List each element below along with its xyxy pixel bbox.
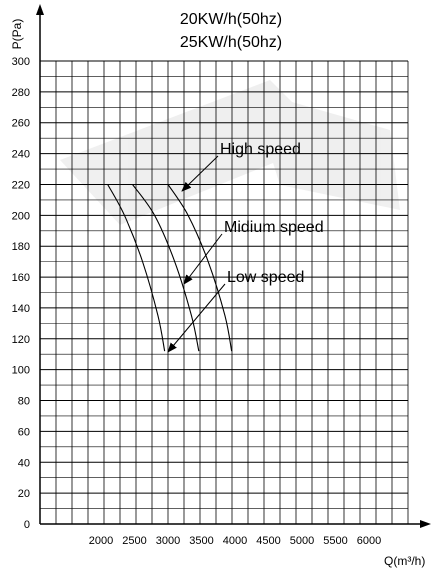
y-tick-label: 120 xyxy=(12,334,30,346)
y-tick-label: 40 xyxy=(18,457,30,469)
y-tick-label: 240 xyxy=(12,149,30,161)
y-tick-label: 220 xyxy=(12,179,30,191)
y-axis-label: P(Pa) xyxy=(10,19,24,50)
chart-title-line-1: 20KW/h(50hz) xyxy=(180,11,282,28)
y-tick-label: 0 xyxy=(24,519,30,531)
y-tick-label: 300 xyxy=(12,56,30,68)
x-tick-label: 2500 xyxy=(122,535,146,547)
curve-midium-speed xyxy=(132,184,200,352)
x-tick-label: 6000 xyxy=(357,535,381,547)
annotation-midium-speed-arrow xyxy=(183,233,223,285)
x-tick-label: 4500 xyxy=(256,535,280,547)
chart-title-line-2: 25KW/h(50hz) xyxy=(180,34,282,51)
x-tick-label: 4000 xyxy=(223,535,247,547)
y-tick-label: 140 xyxy=(12,303,30,315)
x-tick-label: 5500 xyxy=(323,535,347,547)
y-tick-label: 280 xyxy=(12,87,30,99)
x-tick-label: 3500 xyxy=(189,535,213,547)
curve-annotations: High speed Midium speed Low speed xyxy=(167,141,324,353)
speed-curves xyxy=(107,184,233,352)
grid xyxy=(39,60,409,525)
x-tick-label: 2000 xyxy=(89,535,113,547)
watermark xyxy=(60,80,400,225)
x-tick-labels: 2000 2500 3000 3500 4000 4500 5000 5500 6000 xyxy=(89,535,381,547)
y-tick-label: 160 xyxy=(12,272,30,284)
annotation-high-speed-label: High speed xyxy=(220,141,301,158)
axes xyxy=(36,4,431,528)
curve-high-speed xyxy=(167,184,233,352)
annotation-low-speed: Low speed xyxy=(167,269,304,353)
y-tick-label: 60 xyxy=(18,426,30,438)
y-tick-label: 180 xyxy=(12,241,30,253)
annotation-midium-speed-label: Midium speed xyxy=(224,219,324,236)
curve-low-speed xyxy=(107,184,166,352)
y-tick-label: 200 xyxy=(12,210,30,222)
y-tick-label: 20 xyxy=(18,488,30,500)
x-tick-label: 5000 xyxy=(290,535,314,547)
annotation-high-speed-arrow xyxy=(181,155,219,192)
annotation-midium-speed: Midium speed xyxy=(183,219,324,285)
y-tick-label: 260 xyxy=(12,118,30,130)
annotation-low-speed-arrow xyxy=(167,283,226,353)
x-axis-label: Q(m³/h) xyxy=(384,554,425,568)
x-tick-label: 3000 xyxy=(156,535,180,547)
annotation-high-speed: High speed xyxy=(181,141,301,192)
annotation-low-speed-label: Low speed xyxy=(227,269,304,286)
y-tick-label: 80 xyxy=(18,396,30,408)
y-axis-arrow xyxy=(36,4,44,15)
x-axis-arrow xyxy=(420,520,431,528)
y-tick-labels: 0 20 40 60 80 100 120 140 160 180 200 220 240 260 280 3… xyxy=(12,56,30,531)
y-tick-label: 100 xyxy=(12,365,30,377)
